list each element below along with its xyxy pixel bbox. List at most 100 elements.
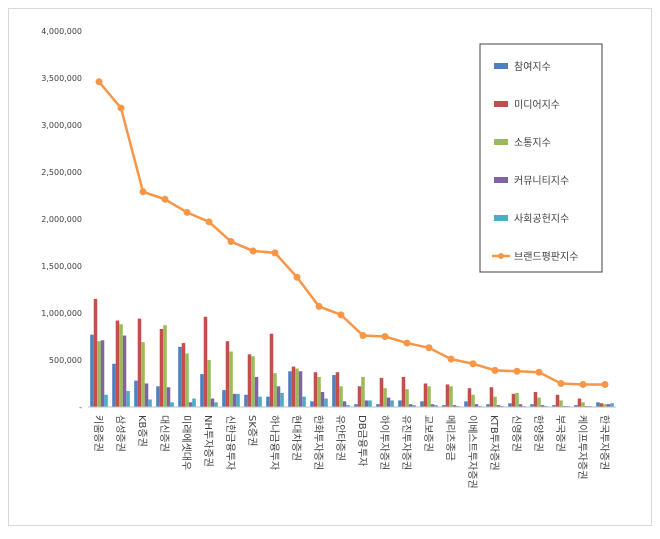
line-point [425, 344, 433, 352]
bar [170, 402, 174, 407]
bar [434, 405, 438, 407]
legend-box [479, 43, 603, 273]
bar [112, 363, 116, 407]
bar [332, 375, 336, 407]
bar [185, 353, 189, 407]
x-tick-label: 하이투자증권 [378, 415, 391, 470]
bar [214, 402, 218, 407]
bar [606, 404, 611, 407]
bar [324, 398, 328, 407]
x-tick-label: 한양증권 [532, 415, 544, 452]
legend-label: 브랜드평판지수 [514, 251, 578, 263]
y-tick-label: 3,500,000 [41, 74, 82, 83]
y-tick-label: 1,500,000 [41, 262, 82, 271]
bar [166, 387, 171, 407]
x-tick-label: 유안타증권 [334, 415, 346, 461]
legend-swatch [498, 253, 504, 259]
x-tick-label: KTB투자증권 [488, 415, 500, 471]
bar [222, 390, 226, 407]
legend-swatch [494, 101, 508, 107]
bar [430, 404, 435, 407]
bar [273, 373, 277, 407]
legend-label: 미디어지수 [514, 99, 560, 111]
line-point [139, 188, 147, 196]
line-point [315, 302, 323, 310]
legend-label: 소통지수 [514, 137, 551, 149]
bar [269, 333, 274, 407]
line [98, 80, 605, 386]
bar [266, 396, 270, 407]
legend-label: 커뮤니티지수 [514, 175, 569, 187]
x-tick-label: DB금융투자 [356, 415, 368, 466]
x-tick-label: 한국투자증권 [598, 415, 610, 470]
y-tick-label: 2,000,000 [41, 215, 82, 224]
bar [530, 404, 534, 407]
line-point [293, 273, 301, 281]
y-tick-label: 3,000,000 [41, 121, 82, 130]
bar [489, 387, 494, 407]
x-tick-label: 유진투자증권 [400, 415, 412, 470]
bar [445, 384, 450, 407]
bar [342, 401, 347, 407]
line-point [579, 380, 587, 388]
bar [420, 401, 424, 407]
line-point [205, 218, 213, 226]
bar [126, 391, 130, 407]
bar [291, 366, 296, 407]
line-point [161, 195, 169, 203]
legend-label: 사회공헌지수 [514, 213, 569, 225]
bar [156, 386, 160, 407]
bar [100, 340, 105, 407]
line-point [249, 247, 257, 255]
line-point [513, 367, 521, 375]
bar [90, 334, 94, 407]
bar [474, 404, 479, 407]
bar [610, 403, 614, 407]
bar [313, 372, 318, 407]
bar [141, 342, 145, 407]
bar [232, 393, 237, 407]
bar [251, 356, 255, 407]
bar [599, 403, 604, 407]
line-point [271, 249, 279, 257]
line-point [403, 339, 411, 347]
bar [93, 298, 98, 407]
bar [493, 396, 497, 407]
line-point [491, 366, 499, 374]
bar [122, 335, 127, 407]
x-tick-label: 하나금융투자 [268, 415, 281, 470]
bar [244, 394, 248, 407]
bar [511, 393, 516, 407]
line-point [359, 332, 367, 340]
y-tick-label: 2,500,000 [41, 168, 82, 177]
x-tick-label: NH투자증권 [202, 415, 214, 467]
bar [408, 404, 413, 407]
bar [320, 391, 325, 407]
x-tick-label: 현대차증권 [290, 415, 302, 461]
x-tick-label: 교보증권 [422, 415, 434, 452]
bar [236, 393, 240, 407]
bar [302, 396, 306, 407]
y-tick-label: - [79, 403, 82, 412]
bar [280, 392, 284, 407]
bar [148, 399, 152, 407]
bar [339, 386, 343, 407]
bar [540, 405, 545, 407]
bar [310, 401, 314, 407]
line-point [227, 238, 235, 246]
bar [555, 394, 560, 407]
x-tick-label: 부국증권 [554, 415, 566, 452]
x-tick-label: SK증권 [246, 415, 258, 446]
x-tick-label: 케이프투자증권 [576, 415, 588, 479]
bar [163, 325, 167, 407]
bar [442, 405, 446, 407]
bar [97, 341, 101, 407]
bar [405, 389, 409, 407]
legend-swatch [494, 139, 508, 145]
bar [225, 341, 230, 407]
bar [515, 392, 519, 407]
bar [537, 397, 541, 407]
x-tick-label: 한화투자증권 [312, 415, 324, 470]
bar [317, 376, 321, 407]
